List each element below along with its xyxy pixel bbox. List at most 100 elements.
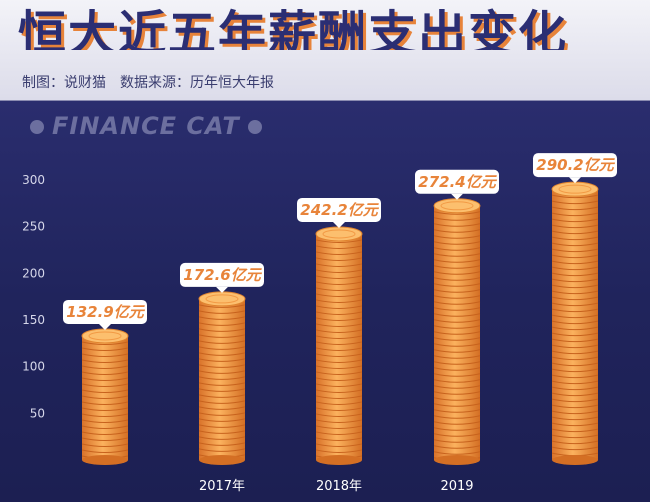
value-label-pointer: [451, 193, 463, 200]
chart-title: 恒大近五年薪酬支出变化: [18, 6, 569, 50]
coin-edge: [433, 229, 481, 233]
coin-edge: [315, 347, 363, 351]
coin-edge: [198, 388, 246, 392]
coin-edge: [315, 383, 363, 387]
coin-edge: [551, 440, 599, 445]
coin-edge: [198, 406, 246, 410]
coin-edge: [315, 407, 363, 411]
header-band: [0, 0, 650, 100]
coin-edge: [315, 275, 363, 279]
coin-edge: [315, 239, 363, 243]
coin-edge: [315, 311, 363, 315]
value-label: 290.2亿元: [533, 153, 617, 184]
value-label-box: [415, 169, 499, 194]
value-label-pointer: [569, 177, 581, 184]
coin-edge: [81, 437, 129, 441]
coin-edge: [433, 283, 481, 287]
coin-edge: [81, 419, 129, 423]
coin-edge: [433, 211, 481, 215]
value-label: 132.9亿元: [63, 299, 147, 330]
brand-logo: FINANCE CAT: [22, 112, 270, 140]
coin-edge: [551, 416, 599, 421]
coin-edge: [81, 365, 129, 369]
coin-edge: [198, 430, 246, 434]
coin-edge: [551, 218, 599, 223]
coin-edge: [433, 397, 481, 401]
coin-edge: [198, 328, 246, 332]
coin-edge: [315, 389, 363, 393]
coin-edge: [433, 451, 481, 455]
coin-edge: [315, 365, 363, 369]
coin-edge: [315, 317, 363, 321]
bar: [315, 226, 363, 465]
coin-edge: [315, 359, 363, 363]
y-tick-label: 50: [30, 406, 45, 420]
coin-edge: [433, 253, 481, 257]
coin-edge: [551, 374, 599, 379]
coin-edge: [433, 265, 481, 269]
bar: [551, 181, 599, 465]
paw-icon: [30, 120, 44, 134]
coin-edge: [433, 223, 481, 227]
coin-edge: [433, 445, 481, 449]
coin-edge: [551, 422, 599, 427]
coin-edge: [315, 443, 363, 447]
coin-edge: [198, 304, 246, 308]
coin-edge: [433, 349, 481, 353]
coin-bottom: [82, 455, 128, 465]
value-label-box: [533, 153, 617, 178]
value-label-box: [63, 299, 147, 324]
coin-edge: [433, 391, 481, 395]
coin-edge: [315, 299, 363, 303]
coin-edge: [433, 421, 481, 425]
source-text: 数据来源：历年恒大年报: [120, 75, 274, 91]
coin-edge: [551, 254, 599, 259]
coin-edge: [315, 305, 363, 309]
y-tick-label: 150: [22, 313, 45, 327]
value-label: 242.2亿元: [297, 197, 381, 228]
coin-edge: [551, 308, 599, 313]
coin-rim: [205, 294, 239, 304]
coin-edge: [198, 412, 246, 416]
coin-edge: [433, 379, 481, 383]
coin-edge: [81, 425, 129, 429]
coin-edge: [551, 278, 599, 283]
brand-text: FINANCE CAT: [52, 112, 240, 140]
coin-edge: [551, 380, 599, 385]
coin-edge: [433, 307, 481, 311]
coin-edge: [198, 346, 246, 350]
coin-edge: [81, 377, 129, 381]
coin-edge: [551, 236, 599, 241]
coin-edge: [315, 431, 363, 435]
coin-edge: [81, 443, 129, 447]
coin-edge: [551, 404, 599, 409]
coin-edge: [551, 200, 599, 205]
coin-edge: [551, 266, 599, 271]
x-tick-label: 2018年: [316, 479, 362, 494]
coin-edge: [551, 368, 599, 373]
paw-icon: [247, 120, 262, 134]
coin-edge: [81, 431, 129, 435]
coin-edge: [551, 284, 599, 289]
value-label: 272.4亿元: [415, 169, 499, 200]
coin-rim: [440, 201, 474, 211]
coin-edge: [81, 407, 129, 411]
coin-edge: [198, 316, 246, 320]
coin-edge: [315, 251, 363, 255]
coin-edge: [551, 230, 599, 235]
coin-edge: [551, 224, 599, 229]
coin-edge: [198, 448, 246, 452]
coin-edge: [551, 260, 599, 265]
coin-edge: [551, 386, 599, 391]
coin-bottom: [552, 455, 598, 465]
coin-edge: [551, 428, 599, 433]
coin-edge: [315, 245, 363, 249]
coin-edge: [315, 449, 363, 453]
coin-edge: [315, 371, 363, 375]
coin-edge: [433, 325, 481, 329]
coin-edge: [433, 409, 481, 413]
coin-edge: [315, 329, 363, 333]
coin-edge: [315, 353, 363, 357]
coin-edge: [433, 247, 481, 251]
coin-edge: [433, 367, 481, 371]
